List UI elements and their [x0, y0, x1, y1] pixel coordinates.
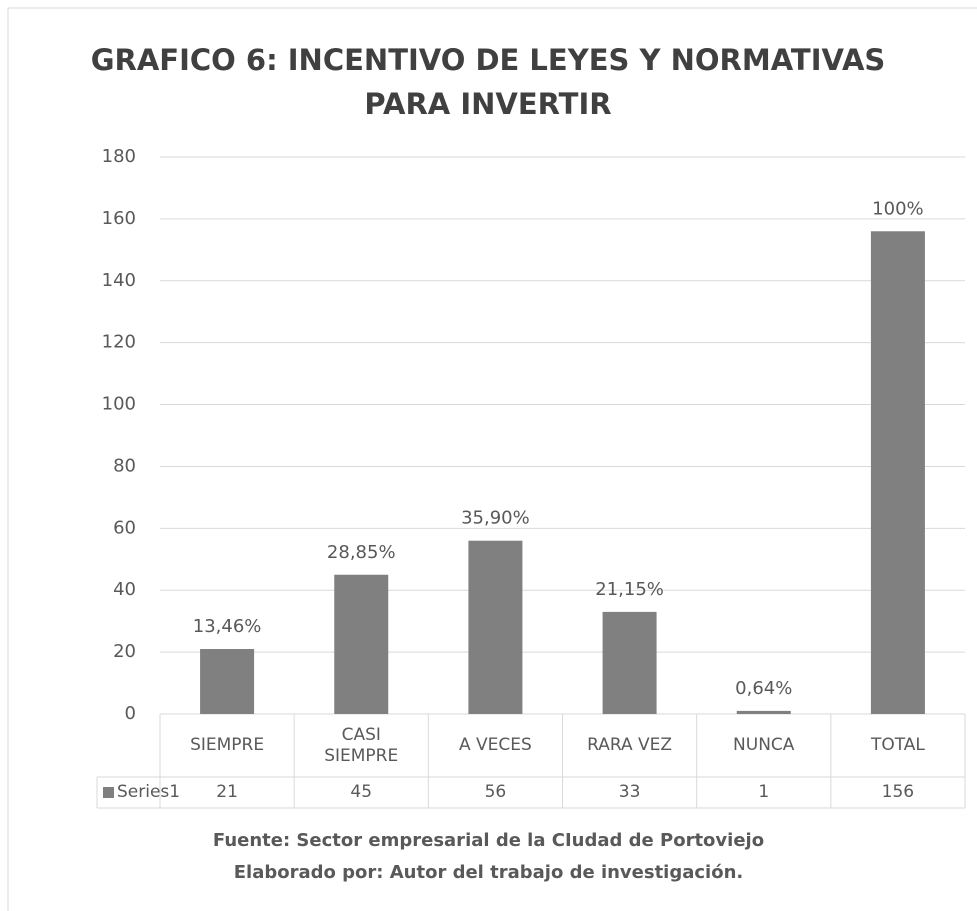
data-label: 100% [872, 198, 923, 219]
bar [870, 231, 925, 714]
table-value: 21 [216, 782, 238, 803]
x-tick-label: A VECES [459, 735, 532, 756]
data-label: 28,85% [327, 542, 396, 563]
y-tick-label: 20 [113, 641, 136, 662]
source-note: Fuente: Sector empresarial de la CIudad … [212, 830, 765, 851]
table-value: 56 [484, 782, 507, 803]
x-tick-label: NUNCA [733, 735, 795, 756]
y-tick-label: 0 [125, 703, 136, 724]
x-tick-label: CASI SIEMPRE [324, 725, 399, 766]
y-tick-label: 140 [102, 270, 136, 291]
y-tick-label: 60 [113, 517, 136, 538]
bar [602, 611, 657, 714]
data-label: 35,90% [461, 508, 530, 529]
legend-swatch [103, 787, 114, 798]
x-tick-label: RARA VEZ [587, 735, 673, 756]
y-tick-label: 40 [113, 579, 136, 600]
table-value: 156 [881, 782, 915, 803]
y-tick-label: 160 [102, 208, 136, 229]
legend-label: Series1 [117, 782, 181, 803]
data-label: 21,15% [595, 579, 664, 600]
data-label: 13,46% [193, 616, 262, 637]
y-tick-label: 120 [102, 332, 136, 353]
x-tick-label: SIEMPRE [190, 735, 265, 756]
data-label: 0,64% [735, 678, 792, 699]
bar [736, 710, 791, 714]
bar [334, 574, 389, 714]
x-tick-label: TOTAL [870, 735, 925, 756]
chart-border [7, 7, 977, 911]
table-value: 45 [350, 782, 373, 803]
y-tick-label: 100 [102, 394, 136, 415]
bar [200, 649, 255, 714]
author-note: Elaborado por: Autor del trabajo de inve… [233, 862, 744, 883]
chart-title: GRAFICO 6: INCENTIVO DE LEYES Y NORMATIV… [91, 43, 886, 77]
table-value: 33 [618, 782, 641, 803]
table-value: 1 [758, 782, 770, 803]
y-tick-label: 180 [102, 146, 136, 167]
chart-title: PARA INVERTIR [364, 87, 611, 121]
y-tick-label: 80 [113, 455, 136, 476]
bar [468, 540, 523, 714]
